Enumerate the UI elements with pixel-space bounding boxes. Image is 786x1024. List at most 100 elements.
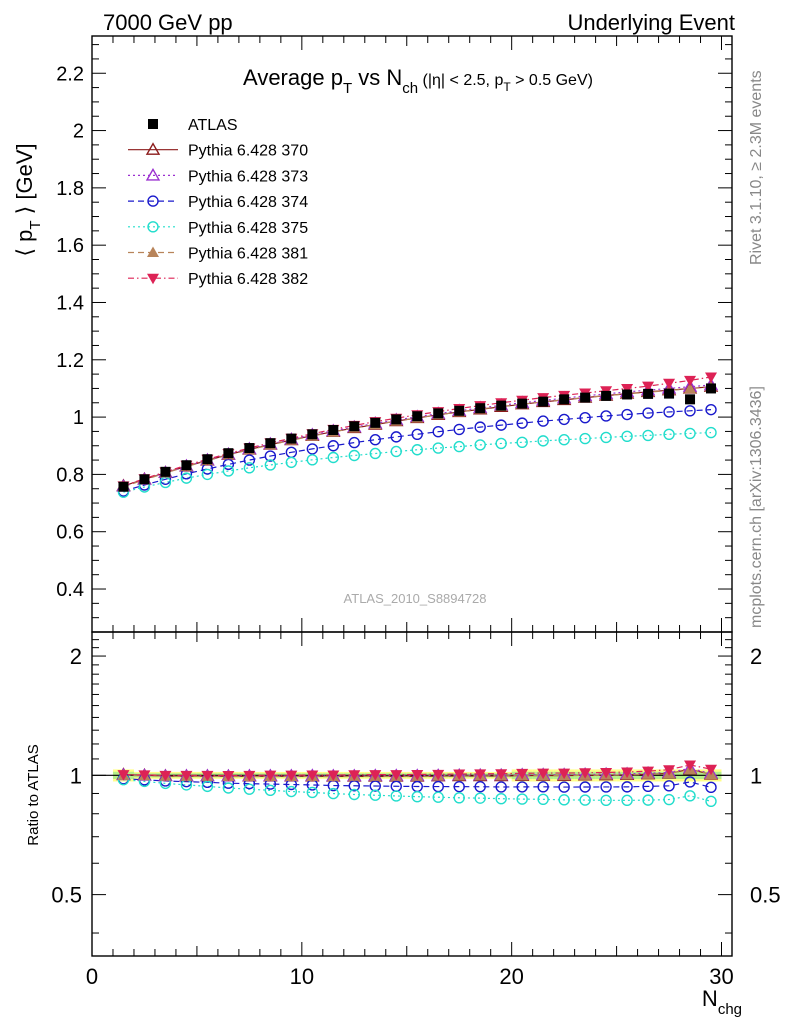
point-p381 — [684, 382, 697, 394]
title-main-sub: T — [343, 80, 352, 97]
y-tick-label: 0.6 — [56, 522, 84, 544]
point-ATLAS — [580, 392, 591, 403]
ratio-point-p382 — [663, 765, 676, 776]
y-axis-label: ⟨ pT ⟩ [GeV] — [12, 143, 44, 256]
ratio-line-p374 — [123, 778, 712, 788]
point-p375 — [285, 456, 298, 469]
ratio-point-p382 — [495, 769, 508, 780]
x-tick-label: 0 — [86, 964, 98, 989]
point-p375 — [453, 440, 465, 453]
point-ATLAS — [181, 460, 192, 471]
y-tick-label: 2.2 — [56, 63, 84, 85]
ratio-point-p375 — [327, 787, 340, 800]
ratio-point-p382 — [159, 770, 172, 782]
ratio-point-p382 — [642, 766, 655, 778]
main-series-markers — [116, 372, 719, 498]
point-p375 — [243, 462, 256, 474]
point-p374 — [537, 415, 549, 427]
legend-label-p375: Pythia 6.428 375 — [188, 220, 308, 237]
ratio-tick-label-left: 1 — [70, 763, 82, 788]
title-cut-a: (|η| < 2.5, p — [418, 72, 503, 89]
x-axis-label: Nchg — [702, 986, 742, 1018]
series-line-p374 — [123, 409, 712, 492]
ratio-point-p382 — [579, 768, 592, 779]
point-p375 — [411, 444, 423, 456]
ratio-series-markers — [116, 760, 719, 807]
ratio-point-p382 — [537, 768, 550, 780]
legend-label-p373: Pythia 6.428 373 — [188, 168, 308, 185]
ratio-axis-label: Ratio to ATLAS — [25, 744, 42, 845]
ratio-point-p374 — [621, 781, 633, 793]
ratio-point-p382 — [558, 768, 571, 780]
ratio-point-p375 — [621, 794, 633, 807]
analysis-watermark: ATLAS_2010_S8894728 — [344, 591, 487, 606]
x-label-sub: chg — [718, 1001, 742, 1018]
ratio-point-p375 — [558, 794, 570, 806]
ratio-point-p375 — [201, 780, 214, 793]
point-p375 — [222, 465, 235, 477]
header-right: Underlying Event — [567, 10, 735, 35]
legend: ATLAS Pythia 6.428 370 Pythia 6.428 373 Pyt… — [128, 117, 308, 288]
ratio-point-p374 — [600, 781, 612, 793]
point-ATLAS — [202, 454, 213, 465]
point-p375 — [432, 442, 444, 454]
point-p375 — [558, 434, 570, 446]
ratio-point-p382 — [432, 769, 445, 781]
point-p382 — [642, 381, 655, 393]
ratio-point-p382 — [306, 770, 319, 781]
point-p374 — [243, 454, 256, 466]
ratio-point-p374 — [579, 781, 591, 793]
ratio-point-p375 — [264, 784, 277, 797]
point-p375 — [579, 432, 591, 445]
y-label-sub: T — [27, 220, 44, 229]
point-ATLAS — [370, 417, 381, 428]
point-p374 — [684, 405, 696, 417]
legend-marker-ATLAS — [148, 119, 158, 129]
title-vs-sub: ch — [402, 80, 418, 97]
ratio-point-p375 — [222, 782, 235, 794]
legend-marker-p374 — [147, 195, 159, 207]
mcplots-label: mcplots.cern.ch [arXiv:1306.3436] — [748, 386, 765, 628]
point-p375 — [537, 435, 549, 447]
point-p374 — [306, 443, 319, 455]
ratio-point-p382 — [201, 770, 214, 782]
legend-label-p370: Pythia 6.428 370 — [188, 143, 308, 160]
point-ATLAS — [517, 398, 528, 409]
point-p375 — [684, 427, 696, 440]
point-p375 — [600, 431, 612, 444]
point-ATLAS — [622, 389, 633, 400]
y-tick-label: 1.4 — [56, 292, 84, 314]
ratio-point-p382 — [117, 770, 130, 781]
ratio-point-p382 — [222, 771, 235, 782]
point-p375 — [369, 447, 381, 460]
point-p374 — [327, 440, 340, 452]
point-p375 — [201, 468, 214, 481]
ratio-point-p375 — [306, 786, 319, 799]
legend-marker-p381 — [147, 246, 159, 257]
ratio-point-p374 — [642, 780, 654, 793]
legend-label-ATLAS: ATLAS — [188, 117, 238, 134]
point-p374 — [390, 431, 402, 443]
ratio-point-p382 — [264, 770, 277, 782]
point-p374 — [369, 434, 381, 446]
point-p375 — [621, 430, 633, 442]
legend-label-p382: Pythia 6.428 382 — [188, 271, 308, 288]
ratio-point-p382 — [411, 769, 424, 781]
ratio-point-p375 — [684, 790, 696, 802]
ratio-point-p382 — [243, 770, 256, 782]
ratio-point-p375 — [663, 793, 675, 806]
point-p375 — [474, 439, 486, 451]
axes: 0 10 20 30 0.4 0.6 0.8 1 1.2 1.4 1.6 1.8 2 2.2 0.5 0.5 1… — [51, 35, 781, 989]
ratio-tick-label-right: 0.5 — [750, 883, 781, 908]
x-tick-label: 20 — [499, 964, 523, 989]
ratio-point-p374 — [684, 776, 696, 788]
point-ATLAS — [685, 394, 696, 405]
y-tick-label: 0.4 — [56, 579, 84, 601]
point-p375 — [264, 459, 277, 471]
ratio-point-p375 — [348, 788, 360, 801]
ratio-point-p382 — [516, 768, 529, 780]
point-p382 — [663, 378, 676, 390]
ratio-point-p382 — [684, 760, 697, 771]
ratio-point-p374 — [663, 780, 675, 792]
